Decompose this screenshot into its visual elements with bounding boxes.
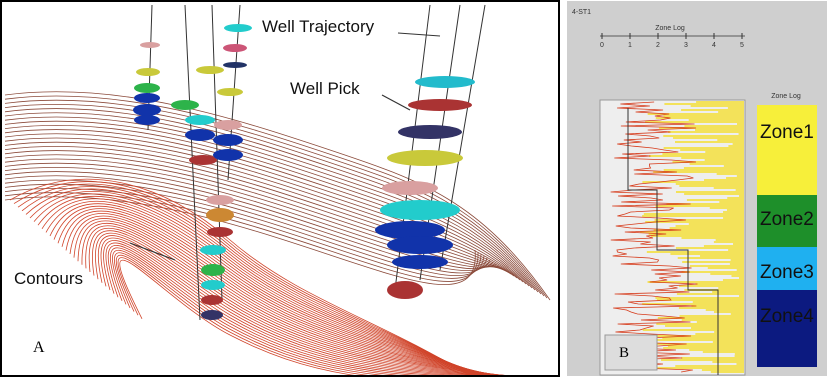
zone-block xyxy=(757,290,817,367)
zone-label: Zone4 xyxy=(760,306,814,327)
annotation: Contours xyxy=(14,269,83,288)
zone-block xyxy=(757,105,817,195)
figure: Well Trajectory Well Pick Contours A 4-S… xyxy=(0,0,827,377)
annotation: Well Trajectory xyxy=(262,17,375,36)
panel-label: A xyxy=(33,339,45,356)
scale-tick-label: 5 xyxy=(740,42,744,49)
scale-tick-label: 1 xyxy=(628,42,632,49)
scale-tick-label: 0 xyxy=(600,42,604,49)
zone-label: Zone3 xyxy=(760,262,814,283)
panel-a: Well Trajectory Well Pick Contours A xyxy=(1,1,559,377)
annotation: Well Pick xyxy=(290,79,360,98)
panel-label: B xyxy=(619,345,629,361)
panel-b: 4-ST1 Zone Log 0 1 2 3 4 5 B Zone Log Zone1 Z… xyxy=(567,1,827,376)
scale-tick-label: 2 xyxy=(656,42,660,49)
scale-tick-label: 4 xyxy=(712,42,716,49)
zone-label: Zone1 xyxy=(760,122,814,143)
well-name: 4-ST1 xyxy=(572,9,591,16)
column-title: Zone Log xyxy=(771,93,801,100)
scale-tick-label: 3 xyxy=(684,42,688,49)
scale-title: Zone Log xyxy=(655,25,685,32)
zone-label: Zone2 xyxy=(760,209,814,230)
